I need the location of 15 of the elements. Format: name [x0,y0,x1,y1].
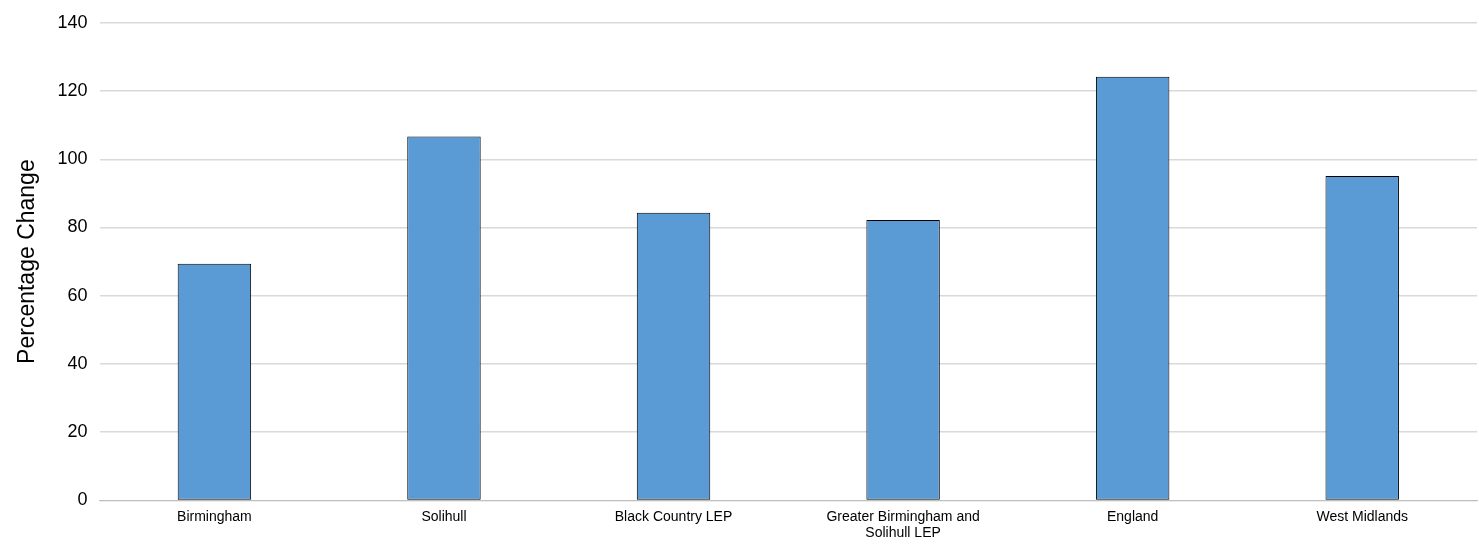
y-tick-label: 140 [57,11,88,32]
y-tick-label: 0 [77,489,88,510]
x-tick-label: West Midlands [1316,507,1408,524]
y-tick-label: 20 [67,421,88,442]
x-tick-label: Birmingham [177,507,252,524]
x-tick-label: Black Country LEP [614,507,733,524]
y-tick-label: 120 [57,80,88,100]
x-tick-label: Solihull [421,507,467,524]
y-tick-label: 100 [57,148,88,169]
y-tick-label: 40 [67,352,88,373]
y-axis-title: Percentage Change [13,159,40,364]
x-tick-label: England [1106,507,1159,524]
y-tick-label: 80 [67,216,88,237]
y-tick-label: 60 [67,284,88,305]
x-tick-label: Greater Birmingham and Solihull LEP [826,507,980,541]
